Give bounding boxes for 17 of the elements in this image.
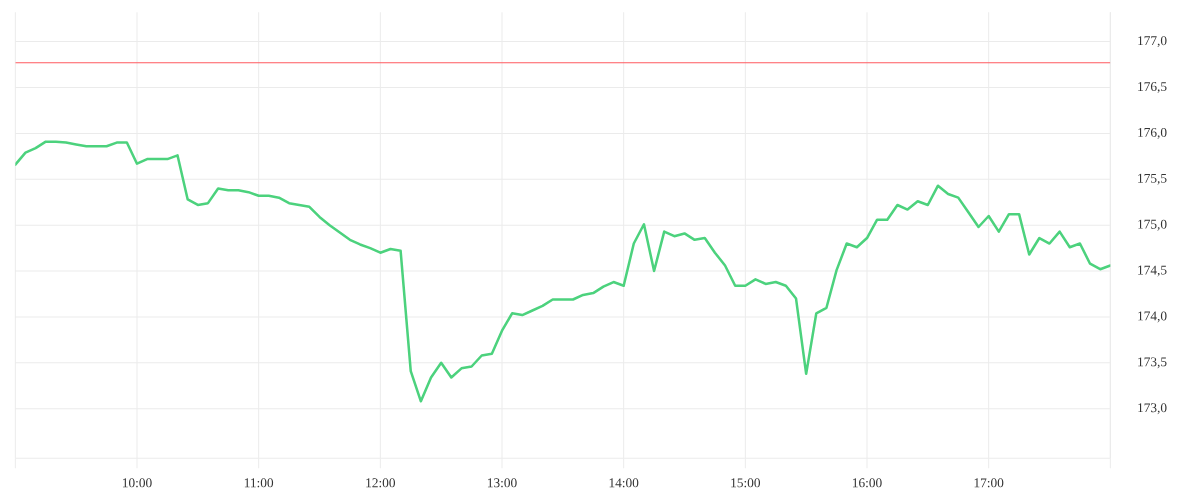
x-tick-label: 17:00 (974, 478, 1004, 488)
x-tick-label: 12:00 (366, 478, 396, 488)
y-tick-label: 176,0 (1138, 127, 1167, 139)
x-tick-label: 11:00 (244, 478, 274, 488)
y-tick-label: 175,0 (1138, 219, 1167, 231)
y-tick-label: 176,5 (1138, 82, 1167, 93)
x-tick-label: 13:00 (487, 478, 517, 488)
y-tick-label: 174,0 (1138, 311, 1167, 323)
y-tick-label: 175,5 (1138, 173, 1167, 185)
y-tick-label: 173,0 (1138, 403, 1167, 415)
x-tick-label: 14:00 (609, 478, 639, 488)
x-tick-label: 10:00 (122, 478, 152, 488)
x-tick-label: 16:00 (852, 478, 882, 488)
y-tick-label: 173,5 (1138, 357, 1167, 369)
x-tick-label: 15:00 (731, 478, 761, 488)
y-tick-label: 174,5 (1138, 265, 1167, 277)
y-tick-label: 177,0 (1138, 36, 1167, 48)
